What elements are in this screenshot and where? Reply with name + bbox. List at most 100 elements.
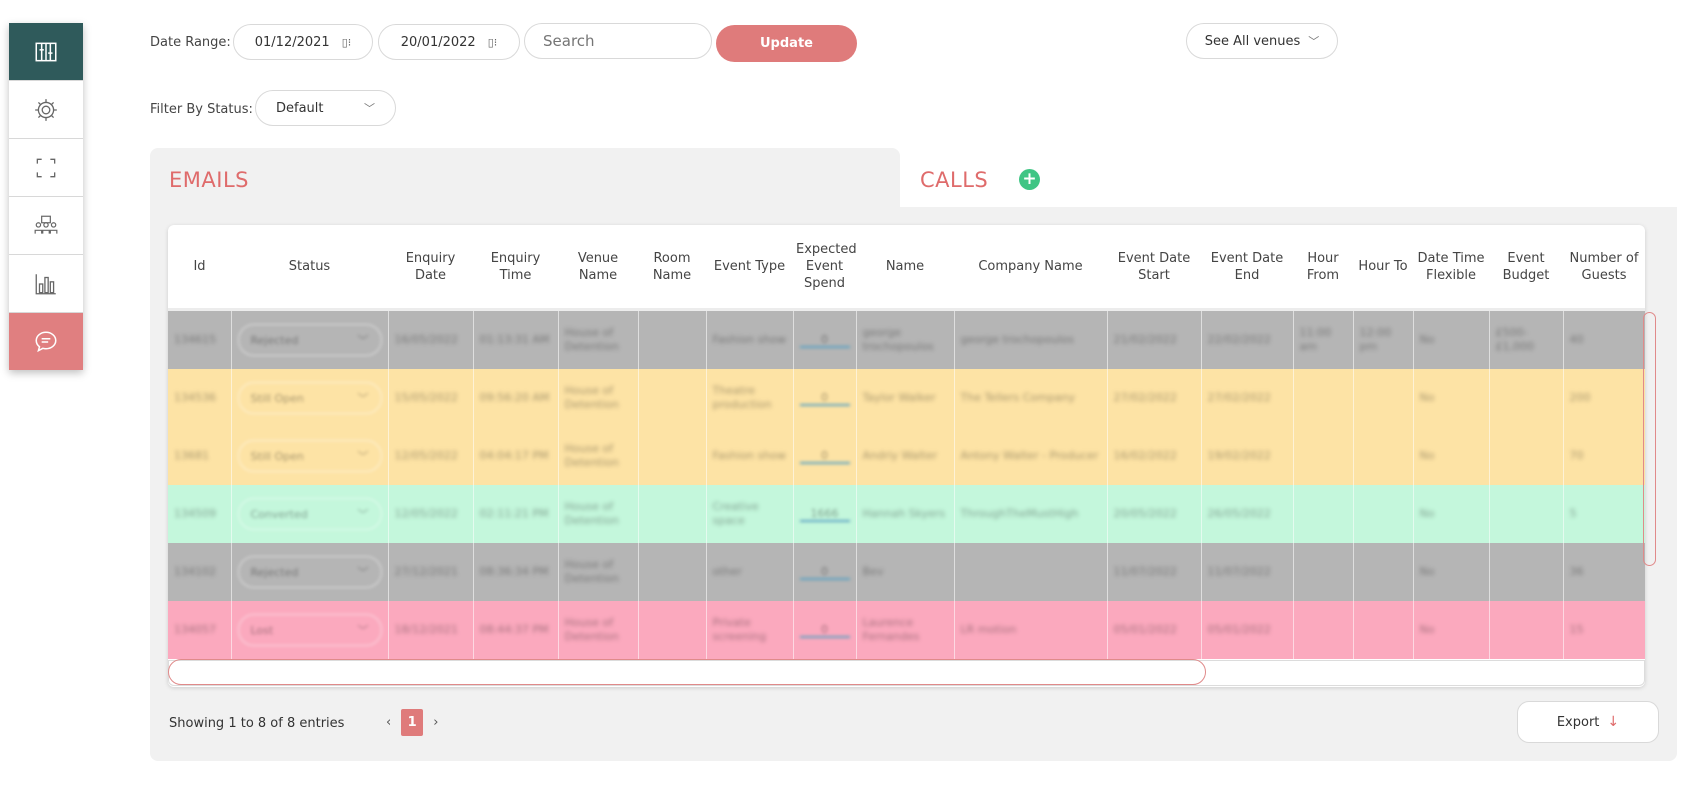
sidebar-item-settings[interactable] bbox=[9, 81, 83, 139]
cell-value: 02:11:21 PM bbox=[479, 507, 549, 520]
sidebar-item-dashboard[interactable] bbox=[9, 23, 83, 81]
cell-value: No bbox=[1419, 623, 1435, 636]
column-header[interactable]: Enquiry Time bbox=[473, 225, 558, 311]
status-select[interactable]: Still Open ﹀ bbox=[237, 440, 382, 472]
table-cell: 134057 bbox=[168, 601, 232, 659]
search-input[interactable] bbox=[525, 32, 711, 50]
update-button[interactable]: Update bbox=[716, 25, 857, 62]
table-cell: 27/02/2022 bbox=[1201, 369, 1294, 427]
status-select[interactable]: Converted ﹀ bbox=[237, 498, 382, 530]
cell-value: 27/02/2022 bbox=[1113, 391, 1177, 404]
status-select[interactable]: Rejected ﹀ bbox=[237, 556, 382, 588]
column-header[interactable]: Hour To bbox=[1353, 225, 1413, 311]
horizontal-scrollbar[interactable] bbox=[168, 659, 1206, 685]
column-header[interactable]: Enquiry Date bbox=[388, 225, 473, 311]
cell-value: 04:04:17 PM bbox=[479, 449, 549, 462]
page-1-button[interactable]: 1 bbox=[401, 709, 424, 736]
status-select-value: Rejected bbox=[250, 565, 299, 579]
add-call-icon[interactable]: + bbox=[1019, 169, 1040, 190]
expected-spend-input[interactable]: 0 bbox=[799, 449, 850, 464]
sidebar-item-enquiries[interactable] bbox=[9, 313, 83, 370]
table-row[interactable]: 134509 Converted ﹀ 12/05/2022 02:11:21 PM Hou… bbox=[168, 485, 1645, 543]
table-cell: Antony Walter - Producer bbox=[954, 427, 1108, 485]
table-cell: 0 bbox=[793, 601, 857, 659]
expected-spend-input[interactable]: 0 bbox=[799, 391, 850, 406]
cell-value: No bbox=[1419, 449, 1435, 462]
search-field[interactable] bbox=[524, 23, 712, 59]
expected-spend-input[interactable]: 0 bbox=[799, 565, 850, 580]
next-page-button[interactable]: › bbox=[433, 715, 439, 730]
column-header[interactable]: Id bbox=[168, 225, 231, 311]
column-header[interactable]: Expected Event Spend bbox=[793, 225, 857, 311]
export-button[interactable]: Export ↓ bbox=[1517, 701, 1659, 743]
table-row[interactable]: 134615 Rejected ﹀ 16/05/2022 01:13:31 AM Hous… bbox=[168, 309, 1645, 369]
date-range-label: Date Range: bbox=[150, 35, 231, 50]
table-row[interactable]: 134536 Still Open ﹀ 15/05/2022 09:56:20 AM Ho… bbox=[168, 369, 1645, 427]
table-cell: Fashion show bbox=[706, 427, 794, 485]
column-header[interactable]: Event Date Start bbox=[1107, 225, 1201, 311]
status-filter-label: Filter By Status: bbox=[150, 102, 253, 117]
cell-value: 05/01/2022 bbox=[1113, 623, 1177, 636]
table-row[interactable]: 13681 Still Open ﹀ 12/05/2022 04:04:17 PM Hou… bbox=[168, 427, 1645, 485]
table-cell: 09:56:20 AM bbox=[473, 369, 559, 427]
sidebar-item-team[interactable] bbox=[9, 197, 83, 255]
expected-spend-input[interactable]: 1666 bbox=[799, 507, 850, 522]
column-header[interactable]: Company Name bbox=[954, 225, 1107, 311]
table-row[interactable]: 134057 Lost ﹀ 18/12/2021 08:44:37 PM House of… bbox=[168, 601, 1645, 659]
cell-value: 40 bbox=[1569, 333, 1584, 346]
table-cell: 08:36:34 PM bbox=[473, 543, 559, 601]
sidebar-item-reports[interactable] bbox=[9, 255, 83, 313]
venues-dropdown[interactable]: See All venues ﹀ bbox=[1186, 23, 1338, 59]
column-header[interactable]: Hour From bbox=[1293, 225, 1353, 311]
column-header[interactable]: Event Budget bbox=[1489, 225, 1563, 311]
column-header[interactable]: Event Date End bbox=[1201, 225, 1293, 311]
table-cell bbox=[954, 543, 1108, 601]
tab-emails[interactable] bbox=[150, 148, 900, 218]
column-header[interactable]: Status bbox=[231, 225, 388, 311]
table-cell bbox=[1353, 485, 1414, 543]
sidebar-item-fullscreen[interactable] bbox=[9, 139, 83, 197]
table-cell: 200 bbox=[1563, 369, 1645, 427]
column-header[interactable]: Name bbox=[856, 225, 954, 311]
date-from-field[interactable]: 01/12/2021 ▯⁝ bbox=[233, 24, 373, 60]
column-header[interactable]: Date Time Flexible bbox=[1413, 225, 1489, 311]
table-cell: No bbox=[1413, 485, 1490, 543]
table-cell: Bev bbox=[856, 543, 955, 601]
cell-value: Laurence Fernandes bbox=[862, 616, 920, 643]
table-cell: Andriy Walter bbox=[856, 427, 955, 485]
cell-value: No bbox=[1419, 391, 1435, 404]
table-cell bbox=[638, 369, 707, 427]
table-cell: 134102 bbox=[168, 543, 232, 601]
date-to-field[interactable]: 20/01/2022 ▯⁝ bbox=[378, 24, 520, 60]
cell-value: 200 bbox=[1569, 391, 1591, 404]
table-row[interactable]: 134102 Rejected ﹀ 27/12/2021 08:36:34 PM Hous… bbox=[168, 543, 1645, 601]
status-select[interactable]: Still Open ﹀ bbox=[237, 382, 382, 414]
table-cell: 15 bbox=[1563, 601, 1645, 659]
cell-value: 134102 bbox=[174, 565, 216, 578]
table-cell bbox=[1353, 427, 1414, 485]
expected-spend-input[interactable]: 0 bbox=[799, 623, 850, 638]
table-cell: Private screening bbox=[706, 601, 794, 659]
table-cell: No bbox=[1413, 369, 1490, 427]
table-cell: 11/07/2022 bbox=[1107, 543, 1202, 601]
table-cell: 12/05/2022 bbox=[388, 427, 474, 485]
table-cell: Still Open ﹀ bbox=[231, 369, 389, 427]
cell-value: House of Detention bbox=[564, 616, 619, 643]
prev-page-button[interactable]: ‹ bbox=[386, 715, 392, 730]
column-header[interactable]: Room Name bbox=[638, 225, 706, 311]
table-cell bbox=[1293, 427, 1354, 485]
cell-value: 36 bbox=[1569, 565, 1584, 578]
column-header[interactable]: Number of Guests bbox=[1563, 225, 1645, 311]
status-select[interactable]: Lost ﹀ bbox=[237, 614, 382, 646]
status-filter-dropdown[interactable]: Default ﹀ bbox=[255, 90, 396, 126]
table-cell bbox=[1293, 601, 1354, 659]
tab-calls[interactable]: CALLS bbox=[920, 168, 989, 192]
status-select[interactable]: Rejected ﹀ bbox=[237, 324, 382, 356]
table-cell: 05/01/2022 bbox=[1201, 601, 1294, 659]
column-header[interactable]: Venue Name bbox=[558, 225, 638, 311]
table-cell: 13681 bbox=[168, 427, 232, 485]
column-header[interactable]: Event Type bbox=[706, 225, 793, 311]
expected-spend-input[interactable]: 0 bbox=[799, 333, 850, 348]
vertical-scrollbar[interactable] bbox=[1643, 312, 1656, 566]
table-cell: House of Detention bbox=[558, 485, 639, 543]
